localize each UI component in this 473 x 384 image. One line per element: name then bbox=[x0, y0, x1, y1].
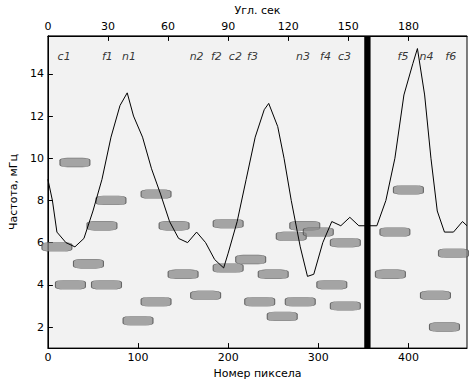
svg-text:0: 0 bbox=[44, 351, 51, 364]
svg-text:n1: n1 bbox=[122, 50, 136, 63]
svg-text:c2: c2 bbox=[229, 50, 242, 63]
svg-text:f4: f4 bbox=[320, 50, 331, 63]
svg-text:300: 300 bbox=[308, 351, 329, 364]
svg-text:n3: n3 bbox=[296, 50, 310, 63]
svg-text:2: 2 bbox=[37, 321, 44, 334]
svg-text:14: 14 bbox=[30, 67, 44, 80]
svg-text:6: 6 bbox=[36, 236, 44, 250]
svg-text:12: 12 bbox=[30, 110, 44, 123]
svg-text:f3: f3 bbox=[247, 50, 258, 63]
svg-text:200: 200 bbox=[218, 351, 239, 364]
svg-text:Угл. сек: Угл. сек bbox=[234, 4, 280, 17]
svg-text:Частота, мГц: Частота, мГц bbox=[7, 154, 20, 230]
svg-text:8: 8 bbox=[37, 194, 44, 207]
svg-text:n4: n4 bbox=[419, 50, 433, 63]
svg-text:c3: c3 bbox=[338, 50, 351, 63]
svg-text:0: 0 bbox=[44, 20, 51, 33]
svg-text:f2: f2 bbox=[211, 50, 222, 63]
svg-text:180: 180 bbox=[398, 20, 419, 33]
svg-text:60: 60 bbox=[161, 20, 175, 33]
svg-text:90: 90 bbox=[221, 20, 235, 33]
svg-text:30: 30 bbox=[101, 20, 115, 33]
svg-text:4: 4 bbox=[37, 278, 44, 291]
svg-text:400: 400 bbox=[398, 351, 419, 364]
svg-text:Номер пиксела: Номер пиксела bbox=[213, 367, 301, 380]
svg-text:f5: f5 bbox=[398, 50, 409, 63]
svg-text:120: 120 bbox=[278, 20, 299, 33]
svg-text:n2: n2 bbox=[190, 50, 204, 63]
svg-text:100: 100 bbox=[128, 351, 149, 364]
svg-text:f6: f6 bbox=[445, 50, 456, 63]
svg-text:c1: c1 bbox=[58, 50, 71, 63]
svg-text:10: 10 bbox=[30, 152, 44, 165]
svg-text:f1: f1 bbox=[102, 50, 113, 63]
svg-text:150: 150 bbox=[338, 20, 359, 33]
